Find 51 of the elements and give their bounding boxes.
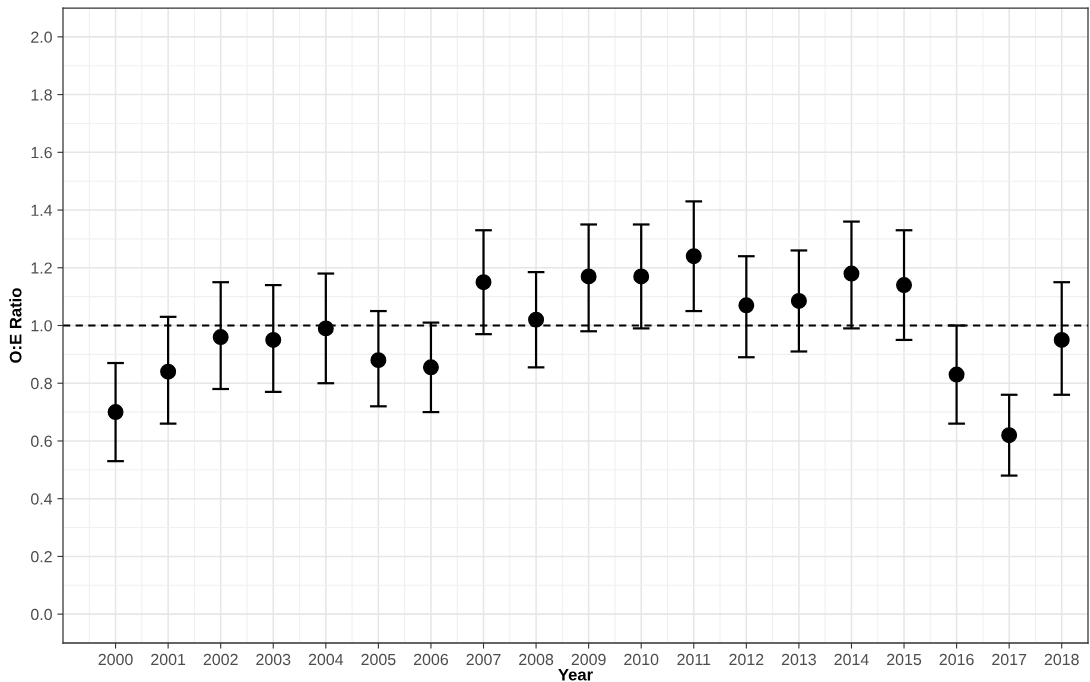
- x-tick-label: 2013: [781, 653, 816, 666]
- x-tick-label: 2010: [624, 653, 659, 666]
- point: [475, 274, 492, 291]
- x-tick-label: 2005: [361, 653, 396, 666]
- x-tick-label: 2006: [413, 653, 449, 666]
- point: [422, 359, 439, 376]
- point: [1001, 427, 1018, 444]
- x-tick-label: 2012: [729, 653, 764, 666]
- x-tick-label: 2007: [466, 653, 501, 666]
- point: [212, 329, 229, 346]
- point: [317, 320, 334, 337]
- y-tick-label: 1.8: [31, 89, 52, 101]
- point: [843, 265, 860, 282]
- y-tick-label: 0.0: [31, 608, 52, 621]
- point: [528, 311, 545, 328]
- y-tick-label: 0.4: [31, 493, 53, 505]
- x-tick-label: 2018: [1044, 653, 1079, 666]
- x-tick-label: 2000: [98, 653, 133, 666]
- x-tick-label: 2017: [992, 653, 1027, 666]
- x-tick-label: 2015: [887, 653, 922, 666]
- x-tick-label: 2011: [677, 653, 711, 666]
- point: [160, 363, 177, 380]
- x-tick-label: 2001: [151, 653, 186, 666]
- point: [633, 268, 650, 285]
- point: [580, 268, 597, 285]
- point: [685, 248, 702, 265]
- x-tick-label: 2016: [939, 653, 974, 666]
- x-tick-label: 2008: [519, 653, 554, 666]
- x-tick-label: 2003: [256, 653, 291, 666]
- x-tick-label: 2009: [571, 653, 606, 666]
- point: [265, 331, 282, 348]
- x-tick-label: 2002: [203, 653, 238, 666]
- point: [790, 292, 807, 309]
- y-tick-label: 0.8: [31, 377, 52, 390]
- y-tick-label: 1.2: [31, 262, 52, 274]
- x-axis-title: Year: [558, 668, 593, 681]
- y-axis-title: O:E Ratio: [9, 288, 22, 363]
- point: [1053, 331, 1070, 348]
- x-tick-label: 2014: [834, 653, 869, 666]
- point: [370, 352, 387, 369]
- point: [896, 277, 913, 294]
- y-tick-label: 1.4: [31, 204, 53, 216]
- point: [107, 404, 124, 421]
- point: [948, 366, 965, 383]
- y-tick-label: 2.0: [31, 31, 52, 43]
- y-tick-label: 0.6: [31, 435, 52, 447]
- y-tick-label: 1.6: [31, 146, 52, 159]
- y-tick-label: 0.2: [31, 551, 52, 563]
- y-tick-label: 1.0: [31, 320, 52, 332]
- point: [738, 297, 755, 314]
- x-tick-label: 2004: [308, 653, 344, 666]
